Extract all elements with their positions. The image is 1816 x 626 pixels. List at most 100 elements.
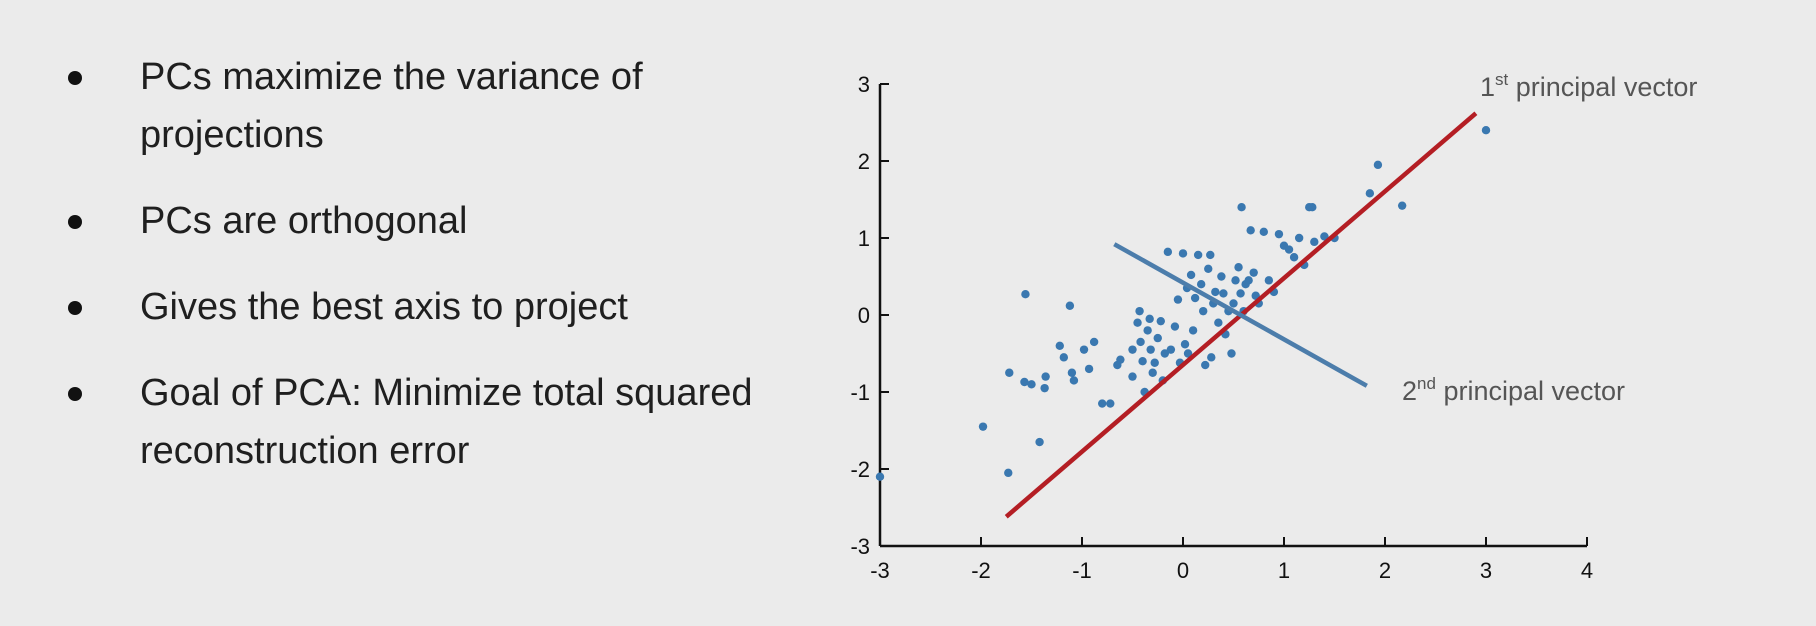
data-point <box>1188 326 1198 335</box>
data-point <box>1041 372 1050 381</box>
data-point <box>1229 299 1238 308</box>
data-point <box>1310 237 1319 247</box>
data-point <box>1289 253 1299 262</box>
y-tick-label: -3 <box>850 534 870 559</box>
bullet-dot-icon <box>68 71 82 85</box>
data-point <box>1166 345 1176 354</box>
data-point <box>1236 289 1245 298</box>
data-point <box>1227 349 1236 358</box>
data-point <box>1067 368 1077 377</box>
data-point <box>1190 293 1200 303</box>
data-point <box>1481 126 1491 135</box>
data-point <box>1020 377 1029 387</box>
second-principal-vector-line <box>1113 242 1368 388</box>
data-point <box>1237 203 1246 212</box>
data-point <box>1206 250 1215 260</box>
data-point <box>978 422 988 431</box>
bullet-item: PCs are orthogonal <box>60 192 820 250</box>
data-point <box>1106 399 1115 408</box>
data-point <box>1069 376 1079 385</box>
data-point <box>1116 355 1125 364</box>
x-tick-label: 2 <box>1379 558 1391 583</box>
data-point <box>1186 270 1196 280</box>
data-point <box>1136 337 1145 347</box>
data-point <box>1163 247 1173 257</box>
data-point <box>1138 357 1147 366</box>
data-point <box>1065 301 1075 310</box>
data-point <box>1244 276 1253 285</box>
data-point <box>1201 360 1210 370</box>
data-point <box>1089 337 1099 347</box>
data-point <box>875 472 885 481</box>
data-point <box>1021 290 1030 299</box>
data-point <box>1146 345 1155 354</box>
data-point <box>1055 341 1064 350</box>
data-point <box>1035 437 1044 447</box>
data-point <box>1180 340 1190 349</box>
x-tick-label: 3 <box>1480 558 1492 583</box>
data-point <box>1231 276 1240 285</box>
data-point <box>1170 322 1180 331</box>
bullet-item: PCs maximize the variance of projections <box>60 48 820 164</box>
data-point <box>1040 383 1049 393</box>
chart-axes: -3 -2 -1 0 1 2 3 4 -3 -2 -1 0 1 2 3 <box>850 72 1593 583</box>
data-point <box>1259 227 1269 237</box>
data-point <box>1320 232 1329 241</box>
bullet-text: Goal of PCA: Minimize total squared reco… <box>140 372 753 472</box>
bullet-text: PCs maximize the variance of projections <box>140 56 643 156</box>
y-tick-label: 1 <box>858 226 870 251</box>
x-tick-label: 1 <box>1278 558 1290 583</box>
data-point <box>1284 245 1294 254</box>
bullet-text: Gives the best axis to project <box>140 286 628 328</box>
data-point <box>1214 318 1223 327</box>
data-point <box>1128 345 1137 354</box>
data-point <box>1027 380 1036 389</box>
data-point <box>1204 264 1213 273</box>
data-point <box>1098 399 1107 408</box>
data-point <box>1156 316 1165 326</box>
data-point <box>1193 250 1203 260</box>
y-tick-label: -1 <box>850 380 870 405</box>
data-point <box>1308 203 1317 212</box>
first-principal-vector-label: 1st principal vector <box>1480 70 1697 102</box>
y-tick-label: 2 <box>858 149 870 174</box>
data-point <box>1153 333 1162 343</box>
bullet-dot-icon <box>68 387 82 401</box>
data-point <box>1211 287 1220 297</box>
y-tick-label: 3 <box>858 72 870 97</box>
x-tick-label: -3 <box>870 558 890 583</box>
y-tick-label: 0 <box>858 303 870 328</box>
data-point <box>1005 368 1014 377</box>
data-point <box>1079 345 1089 354</box>
data-point <box>1148 368 1157 377</box>
data-points <box>875 126 1491 481</box>
data-point <box>1196 280 1206 289</box>
y-tick-label: -2 <box>850 457 870 482</box>
data-point <box>1178 249 1188 258</box>
data-point <box>1294 233 1304 243</box>
data-point <box>1274 229 1284 239</box>
second-principal-vector-label: 2nd principal vector <box>1402 374 1625 406</box>
data-point <box>1173 295 1183 304</box>
data-point <box>1143 326 1152 335</box>
bullet-list: PCs maximize the variance of projections… <box>60 48 820 508</box>
bullet-text: PCs are orthogonal <box>140 200 468 242</box>
data-point <box>1397 201 1407 210</box>
bullet-item: Gives the best axis to project <box>60 278 820 336</box>
x-tick-label: -2 <box>971 558 991 583</box>
x-tick-label: -1 <box>1072 558 1092 583</box>
data-point <box>1217 272 1226 281</box>
data-point <box>1264 276 1274 285</box>
data-point <box>1365 189 1375 198</box>
data-point <box>1199 306 1208 316</box>
principal-vectors <box>1004 111 1478 519</box>
bullet-item: Goal of PCA: Minimize total squared reco… <box>60 364 820 480</box>
x-tick-label: 4 <box>1581 558 1593 583</box>
data-point <box>1183 349 1193 358</box>
data-point <box>1145 314 1154 324</box>
data-point <box>1059 353 1069 362</box>
data-point <box>1219 289 1228 298</box>
data-point <box>1246 226 1255 235</box>
data-point <box>1133 318 1142 327</box>
